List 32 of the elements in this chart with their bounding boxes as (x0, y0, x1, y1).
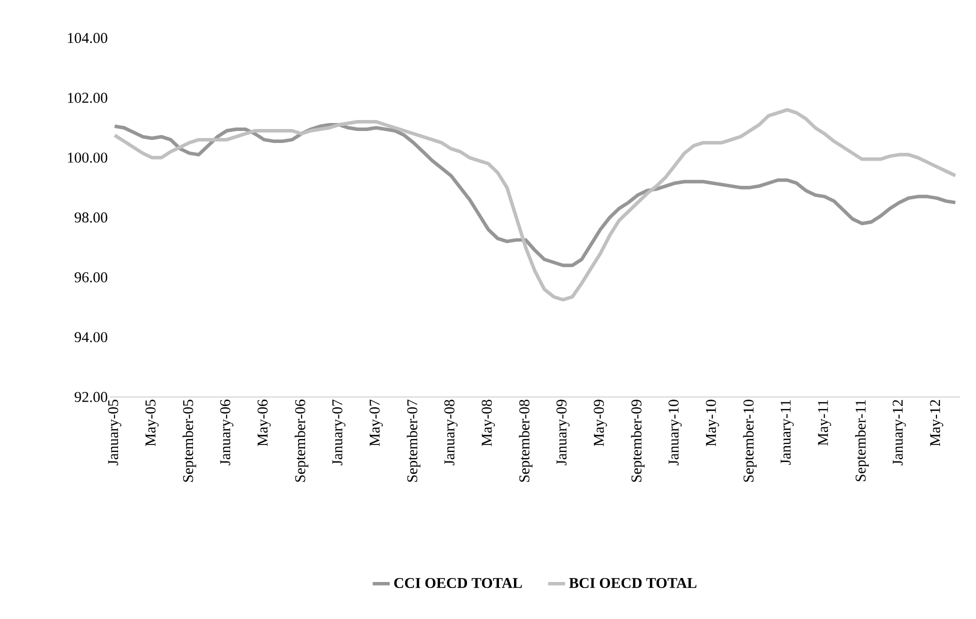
x-tick-label: May-05 (145, 400, 159, 446)
x-tick-label: September-11 (855, 400, 869, 482)
x-tick-label: September-10 (743, 400, 757, 482)
x-tick-label: September-07 (406, 400, 420, 482)
y-tick-label: 104.00 (68, 32, 108, 44)
y-tick-label: 100.00 (68, 152, 108, 163)
x-tick-label: May-07 (370, 400, 383, 446)
x-tick-label: May-09 (594, 400, 607, 446)
x-tick-label: September-06 (294, 400, 308, 482)
x-tick-label: May-06 (258, 400, 271, 446)
legend-label: BCI OECD TOTAL (569, 578, 696, 588)
x-tick-label: January-08 (444, 400, 458, 466)
y-tick-label: 98.00 (74, 212, 108, 223)
x-tick-label: May-08 (482, 400, 495, 446)
x-tick-label: January-07 (332, 400, 346, 466)
x-tick-label: May-10 (706, 400, 720, 446)
x-tick-label: May-12 (930, 400, 944, 446)
x-tick-label: May-11 (818, 400, 832, 446)
y-tick-label: 102.00 (68, 92, 108, 103)
x-tick-label: January-09 (556, 400, 570, 466)
x-tick-label: January-06 (220, 400, 234, 466)
y-tick-label: 94.00 (74, 332, 108, 342)
x-tick-label: September-09 (630, 400, 645, 482)
legend-label: CCI OECD TOTAL (394, 578, 522, 588)
y-tick-label: 96.00 (74, 272, 108, 282)
x-tick-label: January-10 (668, 400, 682, 466)
x-tick-label: January-05 (108, 400, 122, 466)
y-tick-label: 92.00 (74, 392, 108, 402)
x-tick-label: January-11 (780, 400, 794, 465)
x-tick-label: September-08 (518, 400, 532, 482)
x-tick-label: September-05 (182, 400, 196, 482)
x-tick-label: January-12 (892, 400, 906, 466)
